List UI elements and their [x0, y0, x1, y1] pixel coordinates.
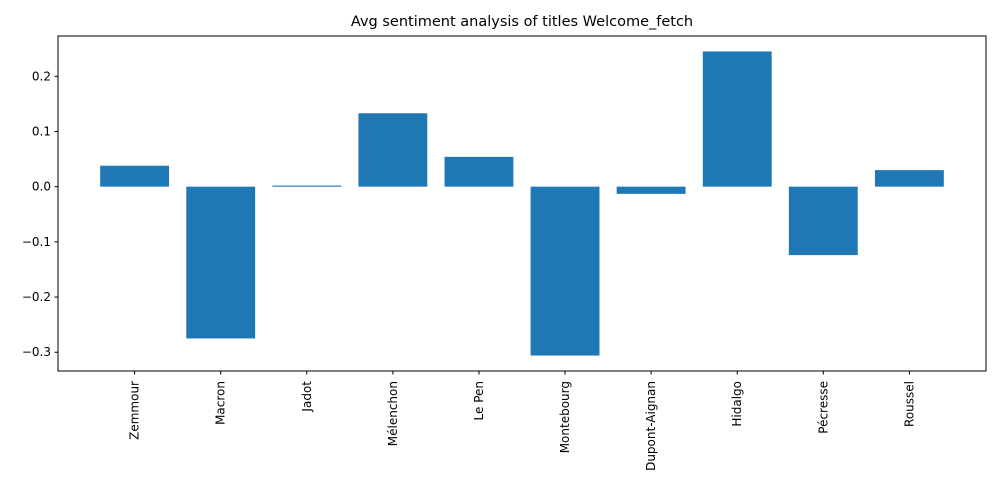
plot-frame [57, 35, 987, 372]
x-tick-label: Jadot [300, 381, 314, 413]
bar-jadot [272, 185, 342, 187]
y-tick-label: −0.2 [22, 290, 51, 304]
bars [100, 51, 944, 356]
x-axis: Zemmour Macron Jadot Mélenchon Le Pen Montebo… [128, 371, 916, 471]
y-axis: −0.3 −0.2 −0.1 0.0 0.1 0.2 [22, 69, 58, 359]
bar-roussel [874, 170, 944, 187]
bar-hidalgo [702, 51, 772, 187]
bar-m-lenchon [358, 113, 428, 187]
chart-title: Avg sentiment analysis of titles Welcome… [351, 14, 693, 30]
bar-p-cresse [788, 186, 858, 256]
y-tick-label: 0.1 [32, 124, 51, 138]
x-tick-label: Zemmour [128, 381, 142, 440]
x-tick-label: Roussel [902, 381, 916, 427]
x-tick-label: Le Pen [472, 381, 486, 420]
bar-dupont-aignan [616, 186, 686, 194]
y-tick-label: 0.0 [32, 180, 51, 194]
x-tick-label: Montebourg [558, 381, 572, 453]
x-tick-label: Hidalgo [730, 381, 744, 427]
x-tick-label: Mélenchon [386, 381, 400, 446]
y-tick-label: 0.2 [32, 69, 51, 83]
y-tick-label: −0.3 [22, 345, 51, 359]
x-tick-label: Macron [214, 381, 228, 425]
bar-macron [186, 186, 256, 339]
bar-le-pen [444, 156, 514, 187]
x-tick-label: Pécresse [816, 381, 830, 434]
y-tick-label: −0.1 [22, 235, 51, 249]
x-tick-label: Dupont-Aignan [644, 381, 658, 471]
bar-montebourg [530, 186, 600, 356]
bar-zemmour [100, 165, 170, 187]
